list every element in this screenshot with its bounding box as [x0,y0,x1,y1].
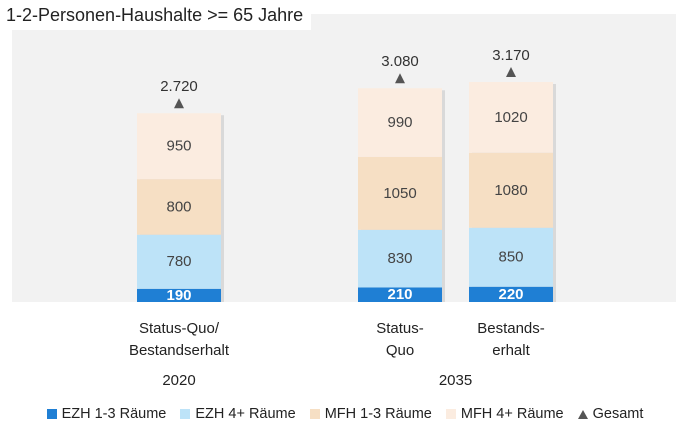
bar-segment-ezh-4-r-ume [358,229,442,288]
data-label: 1050 [383,185,416,202]
total-marker [174,98,184,109]
total-marker [506,67,516,78]
category-label: Bestands-erhalt [441,318,581,362]
category-label-line: Status-Quo/ [138,320,220,337]
data-label: 190 [166,287,191,304]
legend-label: EZH 1-3 Räume [61,406,167,422]
data-label: 1020 [494,109,527,126]
bar-segment-ezh-1-3-r-ume [469,286,553,302]
data-label: 780 [166,253,191,270]
legend-swatch [445,409,456,419]
category-label-line: Bestandserhalt [128,342,230,359]
legend-item: Gesamt [577,406,644,422]
data-label: 210 [387,286,412,303]
data-label: 1080 [494,182,527,199]
group-label: 2035 [438,372,473,389]
bar-segment-ezh-4-r-ume [469,227,553,287]
data-label: 850 [498,249,523,266]
triangle-icon [577,409,588,419]
bar-segment-mfh-1-3-r-ume [358,156,442,230]
chart-title: 1-2-Personen-Haushalte >= 65 Jahre [0,0,312,30]
bar-segment-ezh-1-3-r-ume [137,288,221,302]
legend-swatch [46,409,57,419]
bar-segment-mfh-1-3-r-ume [469,152,553,228]
bar-segment-mfh-4-r-ume [137,113,221,180]
group-label: 2020 [162,372,196,389]
category-label-line: Status- [376,320,424,337]
legend-item: EZH 1-3 Räume [46,406,167,422]
legend-label: Gesamt [592,406,644,422]
legend-label: EZH 4+ Räume [195,406,296,422]
bar-segment-ezh-4-r-ume [137,234,221,289]
bar-segment-mfh-1-3-r-ume [137,179,221,235]
bar-segment-mfh-4-r-ume [469,82,553,153]
legend-swatch [180,409,191,419]
bar-segment-ezh-1-3-r-ume [358,287,442,302]
legend-item: MFH 1-3 Räume [309,406,432,422]
plot-area [12,14,676,302]
data-label: 990 [387,114,412,131]
category-label-line: erhalt [492,342,530,359]
data-label: 800 [166,198,191,215]
category-label: Status- Quo [330,318,470,362]
data-label: 220 [498,286,523,303]
category-label-line: Quo [385,342,415,359]
legend-item: EZH 4+ Räume [180,406,296,422]
legend-label: MFH 4+ Räume [460,406,564,422]
data-label: 950 [166,138,191,155]
legend-item: MFH 4+ Räume [445,406,564,422]
legend: EZH 1-3 Räume EZH 4+ Räume MFH 1-3 Räume MF… [0,402,690,426]
total-label: 2.720 [160,78,198,95]
total-label: 3.080 [381,53,419,70]
bar-segment-mfh-4-r-ume [358,88,442,157]
legend-label: MFH 1-3 Räume [324,406,432,422]
total-label: 3.170 [492,47,530,64]
legend-swatch [309,409,320,419]
total-marker [395,73,405,84]
data-label: 830 [387,250,412,267]
category-label: Status-Quo/Bestandserhalt [109,318,249,362]
category-label-line: Bestands- [477,320,545,337]
